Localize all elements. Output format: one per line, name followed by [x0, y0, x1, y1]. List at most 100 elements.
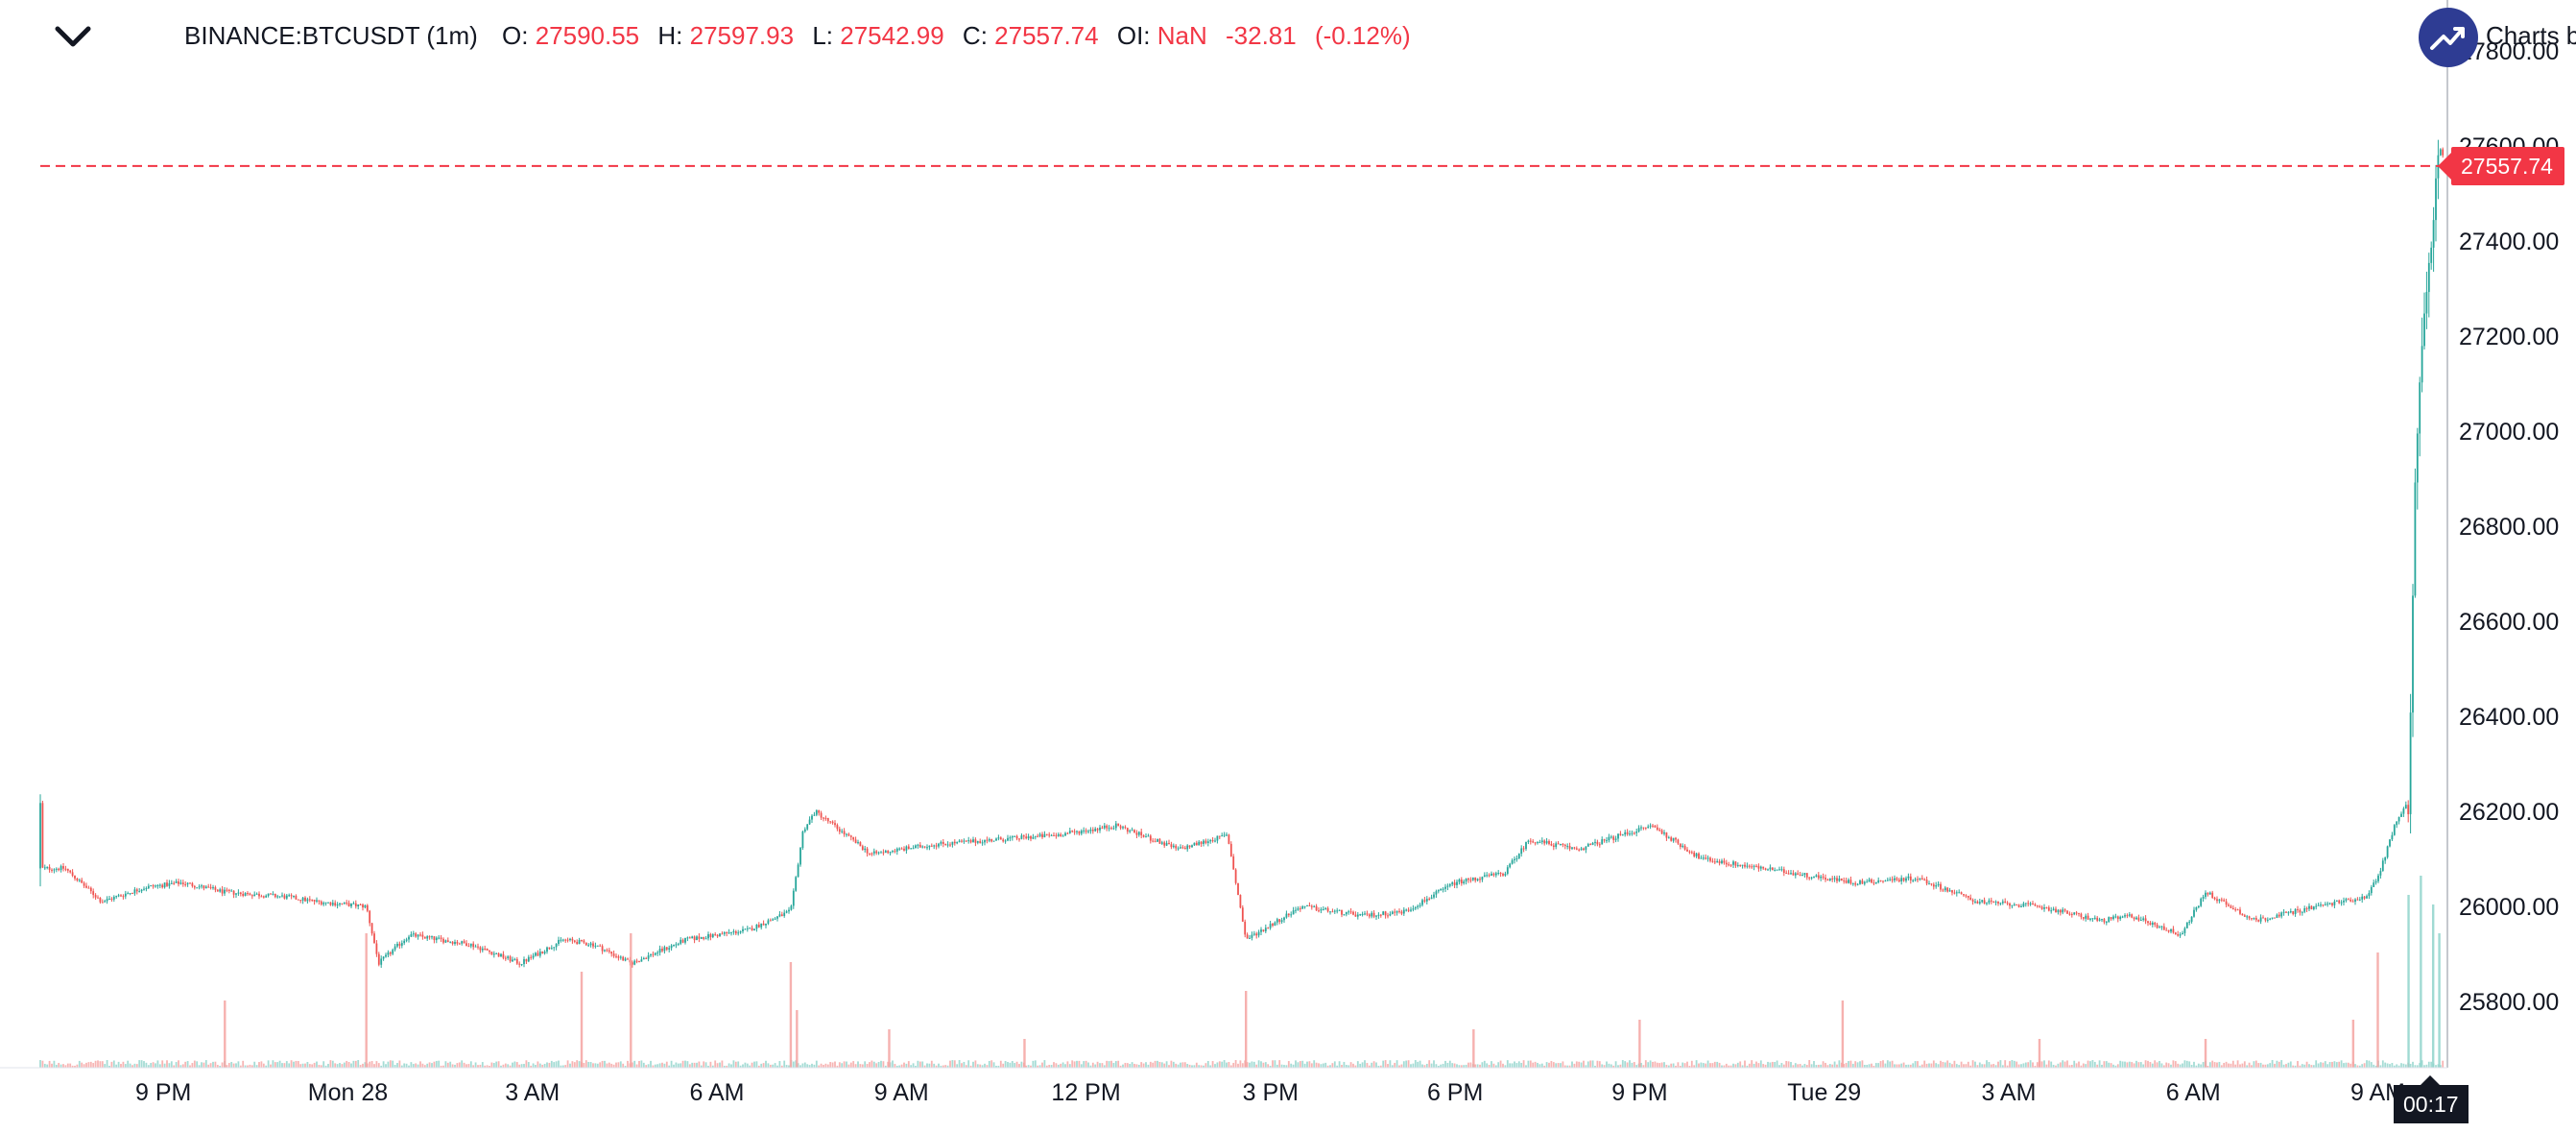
candle-body: [1491, 873, 1492, 877]
candle-body: [2343, 900, 2345, 903]
volume-bar: [1497, 1062, 1500, 1068]
volume-bar: [2236, 1060, 2239, 1068]
volume-bar: [1986, 1060, 1988, 1068]
candle-body: [887, 851, 890, 854]
candle-body: [2248, 916, 2251, 919]
candle-body: [278, 896, 281, 898]
volume-bar: [933, 1063, 936, 1068]
candle-body: [1909, 876, 1912, 880]
volume-bar: [1695, 1060, 1698, 1068]
candle-body: [1667, 837, 1670, 839]
volume-bar: [1448, 1060, 1451, 1068]
volume-bar: [1467, 1062, 1469, 1068]
volume-bar: [1183, 1062, 1186, 1068]
volume-bar: [1002, 1063, 1005, 1068]
candle-body: [1769, 867, 1772, 870]
candle-body: [1728, 864, 1730, 866]
volume-bar: [2045, 1064, 2048, 1068]
volume-bar: [923, 1065, 926, 1068]
volume-bar: [412, 1064, 415, 1068]
candle-body: [1902, 878, 1905, 881]
candle-body: [145, 888, 148, 890]
volume-bar: [596, 1063, 599, 1068]
volume-bar: [1444, 1060, 1446, 1068]
candle-body: [1359, 914, 1362, 916]
candle-body: [652, 953, 655, 955]
candle-body: [1372, 912, 1375, 917]
candle-body: [686, 937, 689, 939]
volume-bar: [1532, 1062, 1535, 1068]
candle-body: [942, 841, 944, 844]
candle-body: [380, 958, 383, 965]
candle-body: [2151, 923, 2154, 926]
candle-body: [490, 952, 493, 955]
candles-layer: [39, 139, 2445, 968]
volume-bar: [1356, 1061, 1359, 1068]
volume-bar: [917, 1060, 919, 1068]
volume-bar: [688, 1064, 691, 1068]
candle-body: [560, 939, 562, 941]
volume-bar: [249, 1064, 251, 1068]
candle-body: [852, 836, 855, 840]
brand-badge[interactable]: Charts by: [2419, 8, 2576, 73]
candle-body: [1080, 831, 1083, 834]
volume-bar: [362, 1063, 364, 1068]
candle-body: [645, 957, 648, 959]
candle-body: [569, 938, 571, 941]
volume-bar: [1552, 1062, 1555, 1068]
candle-body: [1983, 900, 1986, 904]
candle-body: [2404, 805, 2407, 809]
volume-bar: [1573, 1063, 1576, 1068]
volume-bar: [1640, 1062, 1642, 1068]
symbol-label[interactable]: BINANCE:BTCUSDT (1m): [184, 21, 478, 50]
volume-bar: [2013, 1060, 2015, 1068]
volume-bar: [619, 1061, 622, 1068]
volume-bar: [58, 1062, 60, 1068]
volume-bar: [543, 1063, 546, 1068]
volume-spike: [1472, 1029, 1475, 1068]
time-tick-label: 9 AM: [874, 1079, 929, 1106]
candle-body: [438, 937, 441, 939]
volume-bar: [2185, 1060, 2188, 1068]
volume-bar: [117, 1061, 120, 1068]
collapse-legend-button[interactable]: [50, 17, 96, 60]
volume-bar: [1928, 1063, 1930, 1068]
candle-body: [2089, 918, 2091, 920]
candle-body: [2287, 912, 2290, 914]
price-tick-label: 27400.00: [2459, 229, 2559, 255]
candle-body: [823, 817, 824, 819]
time-tick-label: 6 PM: [1427, 1079, 1483, 1106]
volume-bar: [392, 1060, 394, 1068]
candle-body: [1195, 842, 1198, 846]
candle-body: [1856, 883, 1859, 885]
candle-body: [62, 866, 64, 869]
volume-bar: [742, 1064, 744, 1068]
volume-bar: [396, 1063, 398, 1068]
volume-bar: [1912, 1063, 1915, 1068]
candle-body: [783, 912, 786, 916]
volume-bar: [2202, 1062, 2205, 1068]
volume-bar: [1203, 1065, 1205, 1068]
candle-body: [2282, 911, 2285, 913]
volume-bar: [204, 1060, 207, 1068]
volume-bar: [723, 1065, 726, 1068]
price-axis[interactable]: 25800.0026000.0026200.0026400.0026600.00…: [2446, 0, 2559, 1068]
candle-body: [838, 829, 841, 832]
candle-body: [1670, 837, 1673, 841]
candle-body: [304, 897, 306, 902]
candle-body: [428, 936, 431, 938]
volume-bar: [253, 1061, 256, 1068]
volume-bar: [1843, 1064, 1846, 1068]
candle-body: [2299, 909, 2302, 913]
candle-body: [295, 895, 298, 900]
candle-body: [788, 909, 790, 912]
volume-bar: [2358, 1065, 2361, 1068]
time-axis[interactable]: 9 PM Mon 28 3 AM 6 AM 9 AM 12 PM 3 PM 6 PM 9 PM T…: [0, 1067, 2447, 1106]
candle-body: [785, 911, 788, 913]
volume-bar: [1391, 1065, 1394, 1068]
candle-body: [2423, 313, 2425, 347]
candle-body: [324, 902, 327, 904]
volume-bar: [1509, 1063, 1512, 1068]
